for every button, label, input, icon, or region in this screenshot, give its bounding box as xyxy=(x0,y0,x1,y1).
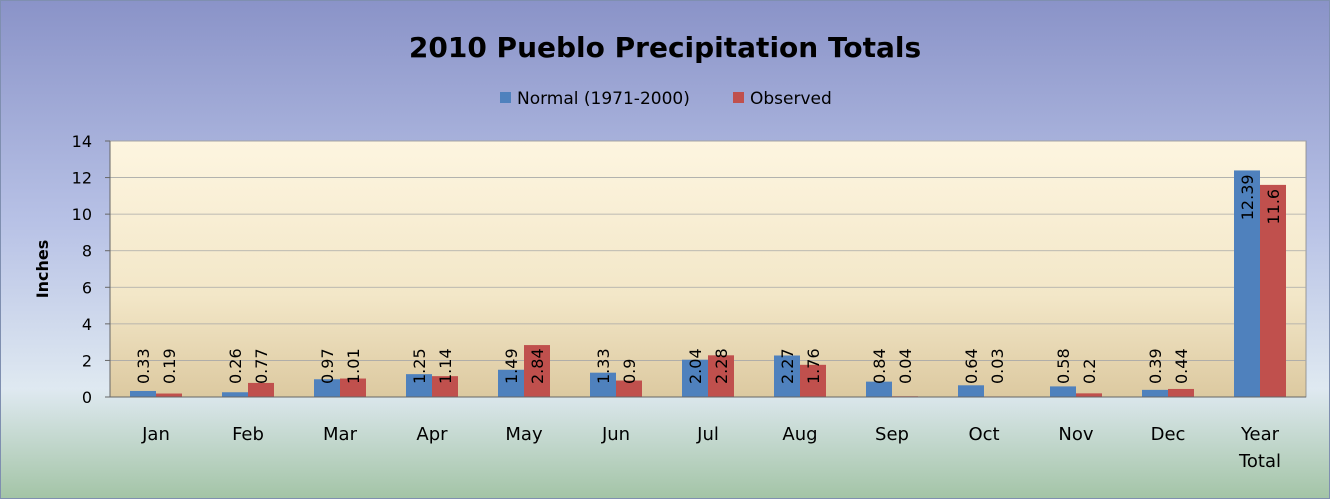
x-tick-label: Mar xyxy=(323,424,358,445)
plot-area xyxy=(109,140,1307,398)
x-tick-label: Feb xyxy=(232,424,264,445)
data-label: 2.27 xyxy=(778,348,797,384)
data-label: 0.84 xyxy=(870,348,889,384)
bar-observed xyxy=(340,378,366,397)
data-label: 1.49 xyxy=(502,348,521,384)
data-label: 0.03 xyxy=(988,348,1007,384)
y-tick-label: 6 xyxy=(82,278,92,297)
legend-swatch xyxy=(733,92,744,103)
data-label: 11.6 xyxy=(1264,189,1283,225)
data-label: 0.44 xyxy=(1172,348,1191,384)
bar-observed xyxy=(708,355,734,397)
bar-normal xyxy=(498,369,524,397)
data-labels: 0.33 0.26 0.97 1.25 1.49 1.33 2.04 2.27 0.84 0.64… xyxy=(134,174,1283,384)
x-tick-label: Jul xyxy=(696,424,719,445)
data-label: 2.28 xyxy=(712,348,731,384)
bar-normal xyxy=(958,385,984,397)
data-label: 0.19 xyxy=(160,348,179,384)
bar-observed xyxy=(524,345,550,397)
x-tick-label: Nov xyxy=(1058,424,1093,445)
data-label: 0.97 xyxy=(318,348,337,384)
bar-observed xyxy=(156,393,182,397)
data-label: 0.39 xyxy=(1146,348,1165,384)
data-label: 0.04 xyxy=(896,348,915,384)
x-tick-label: Apr xyxy=(416,424,448,445)
bar-normal xyxy=(682,359,708,397)
axes: 0 2 4 6 8 10 12 14 Jan Feb Mar Apr May Jun Jul Aug Sep Oc… xyxy=(72,132,1306,472)
legend-label: Normal (1971-2000) xyxy=(517,89,690,109)
data-label: 0.26 xyxy=(226,348,245,384)
bar-normal xyxy=(774,355,800,397)
y-tick-label: 10 xyxy=(72,205,92,224)
bar-normal xyxy=(590,372,616,397)
bar-normal xyxy=(314,379,340,397)
x-tick-label: Jun xyxy=(601,424,630,445)
data-label: 1.33 xyxy=(594,348,613,384)
bar-normal xyxy=(866,381,892,397)
bar-normal xyxy=(130,390,156,397)
data-label: 12.39 xyxy=(1238,174,1257,220)
legend: Normal (1971-2000) Observed xyxy=(500,89,832,109)
data-label: 1.25 xyxy=(410,348,429,384)
bar-normal xyxy=(1050,386,1076,397)
x-tick-label: Oct xyxy=(968,424,999,445)
x-tick-label: Jan xyxy=(141,424,170,445)
legend-label: Observed xyxy=(750,89,832,109)
data-label: 0.2 xyxy=(1080,359,1099,384)
gridlines xyxy=(110,140,1306,361)
y-tick-label: 8 xyxy=(82,242,92,261)
x-tick-label: Aug xyxy=(782,424,817,445)
legend-swatch xyxy=(500,92,511,103)
y-axis-label: Inches xyxy=(33,240,52,299)
data-label: 1.76 xyxy=(804,348,823,384)
y-tick-label: 12 xyxy=(72,169,92,188)
bars xyxy=(130,170,1286,398)
y-tick-label: 4 xyxy=(82,315,92,334)
bar-observed xyxy=(1076,393,1102,397)
bar-observed xyxy=(800,364,826,397)
data-label: 2.04 xyxy=(686,348,705,384)
y-tick-label: 14 xyxy=(72,132,92,151)
bar-normal xyxy=(406,374,432,397)
chart-title: 2010 Pueblo Precipitation Totals xyxy=(409,31,921,64)
x-tick-label: Sep xyxy=(875,424,909,445)
x-tick-label: May xyxy=(505,424,543,445)
bar-observed xyxy=(432,376,458,397)
y-tick-label: 0 xyxy=(82,388,92,407)
data-label: 0.9 xyxy=(620,359,639,384)
data-label: 0.58 xyxy=(1054,348,1073,384)
bar-normal xyxy=(1234,170,1260,397)
bar-normal xyxy=(1142,389,1168,397)
bar-observed xyxy=(1260,184,1286,397)
bar-observed xyxy=(248,382,274,397)
bar-normal xyxy=(222,392,248,397)
bar-observed xyxy=(1168,388,1194,397)
x-tick-label: Dec xyxy=(1151,424,1186,445)
data-label: 1.01 xyxy=(344,348,363,384)
x-tick-label: Total xyxy=(1238,451,1281,472)
x-tick-label: Year xyxy=(1240,424,1280,445)
data-label: 1.14 xyxy=(436,348,455,384)
data-label: 0.77 xyxy=(252,348,271,384)
data-label: 0.64 xyxy=(962,348,981,384)
data-label: 2.84 xyxy=(528,348,547,384)
y-tick-label: 2 xyxy=(82,351,92,370)
bar-observed xyxy=(616,380,642,397)
data-label: 0.33 xyxy=(134,348,153,384)
